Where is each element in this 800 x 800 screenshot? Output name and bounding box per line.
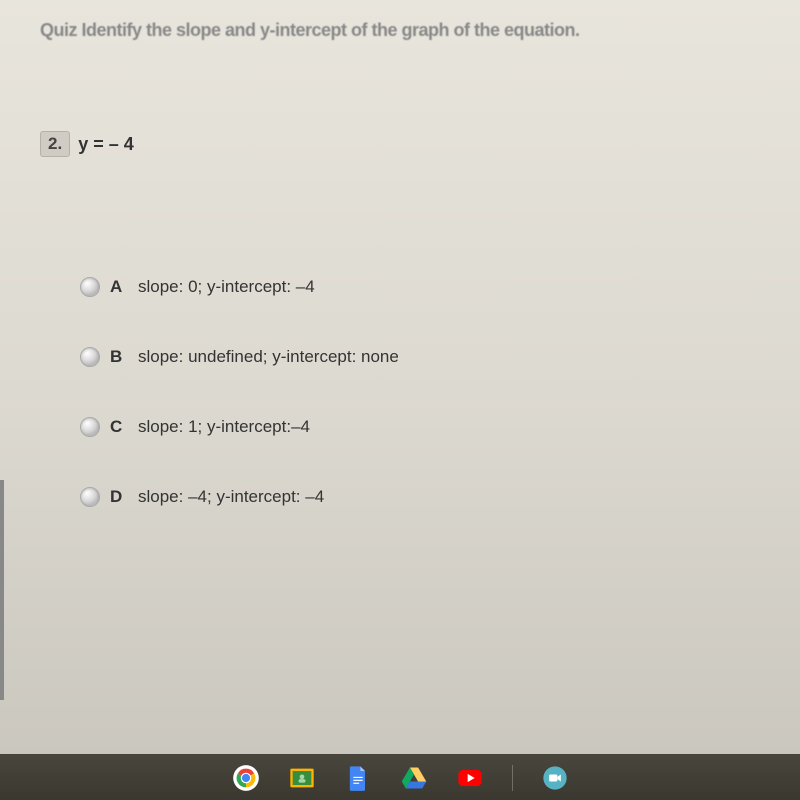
option-text: slope: 0; y-intercept: –4 — [138, 277, 315, 297]
option-letter: D — [110, 487, 128, 507]
drive-icon[interactable] — [400, 764, 428, 792]
radio-icon[interactable] — [80, 487, 100, 507]
option-b[interactable]: B slope: undefined; y-intercept: none — [80, 347, 760, 367]
question-text: y = – 4 — [78, 134, 134, 155]
radio-icon[interactable] — [80, 417, 100, 437]
radio-icon[interactable] — [80, 347, 100, 367]
option-text: slope: 1; y-intercept:–4 — [138, 417, 310, 437]
option-text: slope: undefined; y-intercept: none — [138, 347, 399, 367]
option-letter: A — [110, 277, 128, 297]
chrome-icon[interactable] — [232, 764, 260, 792]
option-letter: B — [110, 347, 128, 367]
meet-icon[interactable] — [541, 764, 569, 792]
options-list: A slope: 0; y-intercept: –4 B slope: und… — [80, 277, 760, 507]
option-c[interactable]: C slope: 1; y-intercept:–4 — [80, 417, 760, 437]
radio-icon[interactable] — [80, 277, 100, 297]
docs-icon[interactable] — [344, 764, 372, 792]
taskbar — [0, 754, 800, 800]
option-d[interactable]: D slope: –4; y-intercept: –4 — [80, 487, 760, 507]
quiz-instruction: Quiz Identify the slope and y-intercept … — [40, 20, 760, 41]
youtube-icon[interactable] — [456, 764, 484, 792]
option-a[interactable]: A slope: 0; y-intercept: –4 — [80, 277, 760, 297]
taskbar-divider — [512, 765, 513, 791]
question-row: 2. y = – 4 — [40, 131, 760, 157]
option-letter: C — [110, 417, 128, 437]
option-text: slope: –4; y-intercept: –4 — [138, 487, 324, 507]
window-edge — [0, 480, 4, 700]
classroom-icon[interactable] — [288, 764, 316, 792]
question-number: 2. — [40, 131, 70, 157]
